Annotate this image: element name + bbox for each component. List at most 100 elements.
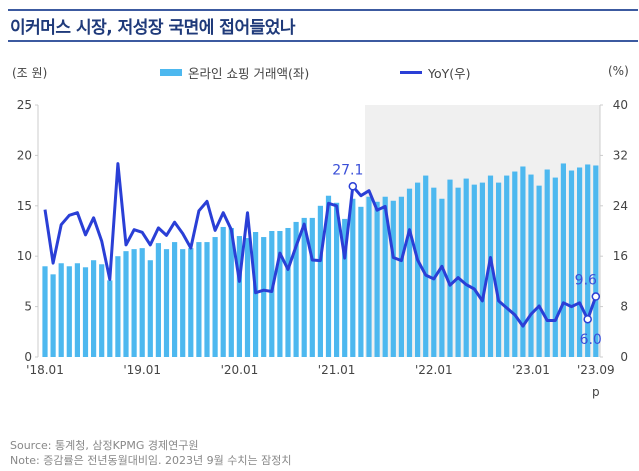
bar-21.11 [415, 182, 421, 357]
bar-22.08 [487, 175, 494, 357]
bar-22.06 [471, 184, 477, 357]
data-label: 27.1 [332, 162, 363, 178]
left-tick-label: 10 [17, 249, 32, 263]
bar-22.09 [496, 182, 502, 357]
footnote: Note: 증감률은 전년동월대비임. 2023년 9월 수치는 잠정치 [10, 454, 292, 467]
right-tick-label: 32 [613, 148, 628, 162]
bar-21.01 [334, 202, 340, 357]
bar-18.04 [66, 266, 72, 357]
legend-bar-label: 온라인 쇼핑 거래액(좌) [188, 66, 310, 81]
annotated-point [348, 182, 358, 191]
bar-21.05 [366, 196, 372, 357]
legend-bar-swatch [160, 69, 182, 76]
bar-19.01 [139, 248, 145, 357]
bar-18.02 [50, 274, 56, 357]
bar-20.01 [236, 236, 242, 357]
annotated-point [591, 292, 601, 301]
bar-22.07 [479, 182, 485, 357]
bar-19.03 [155, 243, 161, 357]
bar-23.05 [560, 163, 566, 357]
bar-22.05 [463, 178, 469, 357]
left-axis-unit: (조 원) [12, 66, 48, 80]
bar-22.10 [504, 175, 510, 357]
bar-23.04 [552, 177, 558, 357]
bar-19.05 [172, 242, 178, 357]
bar-19.04 [163, 249, 170, 357]
bar-21.03 [350, 198, 356, 357]
right-tick-label: 16 [613, 249, 628, 263]
legend-bar: 온라인 쇼핑 거래액(좌) [160, 63, 309, 82]
bar-20.05 [269, 231, 275, 357]
bar-18.03 [58, 263, 64, 357]
bar-18.08 [99, 264, 105, 357]
left-tick-label: 15 [17, 199, 32, 213]
annotated-point [583, 314, 592, 324]
x-tick-label: '23.01 [512, 363, 550, 377]
bar-18.06 [82, 267, 89, 357]
bar-22.12 [520, 166, 526, 357]
bar-20.03 [253, 232, 259, 357]
chart-title: 이커머스 시장, 저성장 국면에 접어들었나 [10, 18, 296, 38]
bar-20.06 [277, 231, 283, 357]
bar-19.08 [196, 242, 202, 357]
bar-21.02 [342, 218, 348, 357]
x-tick-label: '20.01 [221, 363, 259, 377]
bar-20.07 [285, 227, 291, 357]
legend-line-label: YoY(우) [428, 66, 471, 81]
provisional-mark: p [592, 385, 600, 399]
data-label: 6.0 [580, 332, 602, 348]
bar-23.06 [568, 170, 575, 357]
bar-21.08 [390, 200, 396, 357]
bar-20.10 [309, 217, 315, 357]
bar-18.11 [123, 251, 129, 357]
legend-line-swatch [400, 71, 422, 74]
x-tick-label: '22.01 [415, 363, 453, 377]
bar-21.10 [406, 188, 413, 357]
bar-23.08 [585, 164, 591, 357]
bar-23.07 [577, 167, 583, 357]
right-tick-label: 24 [613, 199, 628, 213]
x-tick-label: '19.01 [123, 363, 161, 377]
bar-20.11 [317, 205, 323, 357]
bar-21.06 [374, 201, 380, 357]
right-axis-unit: (%) [608, 64, 629, 78]
bar-18.10 [115, 256, 121, 357]
right-tick-label: 0 [620, 350, 628, 364]
bar-18.05 [74, 263, 80, 357]
bar-22.03 [447, 179, 453, 357]
bar-23.02 [536, 185, 542, 357]
bar-21.09 [398, 196, 404, 357]
legend-line: YoY(우) [400, 63, 471, 82]
yoy-line [43, 162, 598, 328]
bar-22.04 [455, 187, 461, 357]
bar-19.09 [204, 242, 210, 357]
source-note: Source: 통계청, 삼정KPMG 경제연구원 [10, 439, 199, 452]
bar-20.09 [301, 217, 307, 357]
bar-18.09 [107, 280, 113, 357]
x-tick-label: '21.01 [318, 363, 356, 377]
bar-18.07 [91, 260, 97, 357]
bar-18.12 [131, 249, 137, 357]
x-tick-label: '18.01 [26, 363, 64, 377]
bar-20.04 [261, 237, 267, 357]
left-tick-label: 25 [17, 98, 32, 112]
right-tick-label: 8 [620, 300, 628, 314]
bar-21.04 [358, 206, 364, 357]
left-tick-label: 20 [17, 148, 32, 162]
bar-23.01 [528, 174, 534, 357]
bar-19.02 [147, 260, 153, 357]
bar-20.08 [293, 221, 299, 357]
bar-21.12 [423, 175, 429, 357]
bar-21.07 [382, 196, 388, 357]
bar-19.10 [212, 237, 218, 357]
bar-18.01 [42, 266, 48, 357]
bar-19.06 [180, 249, 186, 357]
title-rule [8, 40, 638, 42]
top-rule [8, 9, 638, 11]
left-tick-label: 5 [24, 300, 32, 314]
bar-19.12 [228, 227, 234, 357]
bar-20.02 [244, 238, 251, 357]
bar-23.09 [593, 165, 599, 357]
x-tick-label: '23.09 [577, 363, 615, 377]
chart-plot: 0 5 10 15 20 25 0 8 16 24 32 40 27.1 6.0 9.6 '18.01 '19.… [17, 98, 628, 399]
